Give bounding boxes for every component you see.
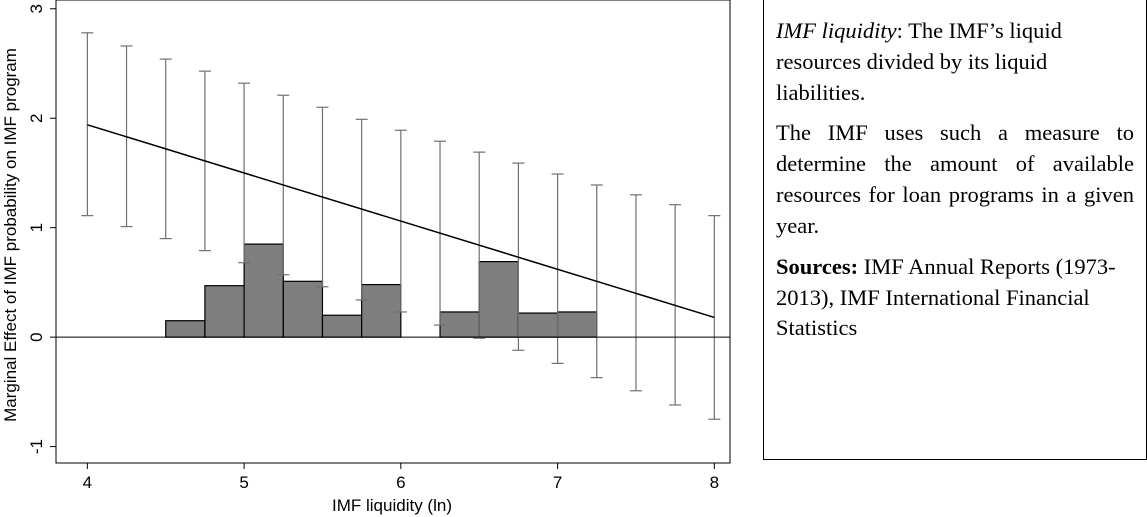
x-tick-label: 6 [396, 473, 405, 492]
confidence-interval [81, 32, 94, 217]
y-tick-label: 0 [27, 332, 46, 341]
x-tick-label: 5 [239, 473, 248, 492]
marginal-effect-line [87, 124, 715, 319]
histogram-bar [556, 311, 598, 338]
marginal-effect-chart: 4 5 6 7 8 -1 0 1 2 3 IMF liquidity (ln) Marginal… [1, 0, 731, 515]
plot-frame [55, 0, 731, 464]
histogram-bar [204, 285, 245, 338]
explanation-paragraph: The IMF uses such a measure to determine… [776, 120, 1134, 238]
sources-label: Sources: [776, 253, 859, 279]
histogram-bar [517, 312, 559, 338]
x-tick-label: 8 [710, 473, 719, 492]
x-axis-ticks: 4 5 6 7 8 [83, 463, 719, 492]
confidence-intervals [81, 32, 721, 420]
y-axis-ticks: -1 0 1 2 3 [27, 4, 56, 454]
y-tick-label: 1 [27, 223, 46, 232]
sources-paragraph: Sources: IMF Annual Reports (1973-2013),… [776, 252, 1134, 344]
x-tick-label: 7 [553, 473, 562, 492]
sources-text: IMF Annual Reports (1973-2013), IMF Inte… [776, 253, 1116, 341]
y-tick-label: -1 [27, 439, 46, 454]
y-tick-label: 3 [27, 4, 46, 13]
histogram-bar [478, 261, 519, 338]
definition-term: IMF liquidity [776, 18, 897, 43]
histogram-bar [282, 280, 324, 338]
histogram [165, 243, 598, 338]
definition-paragraph: IMF liquidity: The IMF’s liquid resource… [776, 16, 1134, 108]
note-panel: IMF liquidity: The IMF’s liquid resource… [763, 0, 1147, 460]
definition-text: : The IMF’s liquid resources divided by … [776, 18, 1062, 105]
y-axis-label: Marginal Effect of IMF probability on IM… [1, 48, 20, 422]
histogram-bar [321, 314, 363, 338]
histogram-bar [361, 283, 402, 338]
histogram-bar [165, 320, 206, 338]
y-tick-label: 2 [27, 113, 46, 122]
x-axis-label: IMF liquidity (ln) [332, 496, 452, 515]
histogram-bar [243, 243, 284, 338]
x-tick-label: 4 [83, 473, 92, 492]
